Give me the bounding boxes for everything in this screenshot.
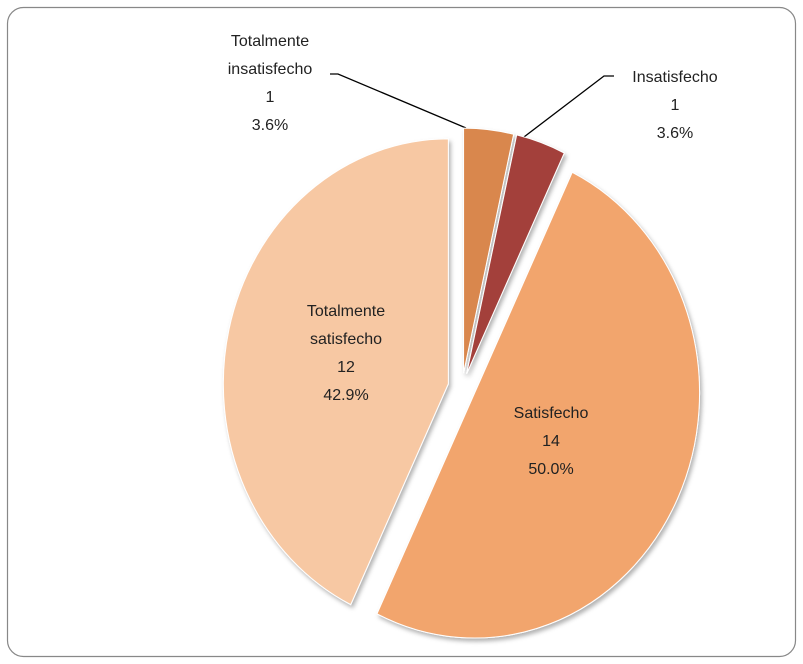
pie-slice (466, 134, 565, 374)
data-label: Insatisfecho 1 3.6% (600, 64, 750, 148)
label-category: Totalmente satisfecho (306, 303, 386, 348)
data-label: Satisfecho 14 50.0% (476, 400, 626, 484)
label-percent: 50.0% (528, 461, 574, 478)
label-value: 1 (670, 97, 680, 114)
data-label: Totalmente satisfecho 12 42.9% (281, 298, 411, 410)
leader-line (330, 73, 467, 129)
pie-slice (222, 138, 449, 606)
data-label: Totalmente insatisfecho 1 3.6% (205, 28, 335, 140)
label-percent: 3.6% (251, 117, 289, 134)
label-percent: 42.9% (323, 387, 369, 404)
label-category: Satisfecho (513, 405, 589, 422)
pie (222, 127, 700, 639)
label-category: Insatisfecho (632, 69, 718, 86)
pie-slice (463, 127, 515, 374)
leader-line (519, 75, 614, 141)
label-value: 14 (542, 433, 560, 450)
label-value: 12 (337, 359, 355, 376)
label-category: Totalmente insatisfecho (227, 33, 313, 78)
pie-slice (376, 171, 700, 639)
label-value: 1 (265, 89, 275, 106)
label-percent: 3.6% (656, 125, 694, 142)
